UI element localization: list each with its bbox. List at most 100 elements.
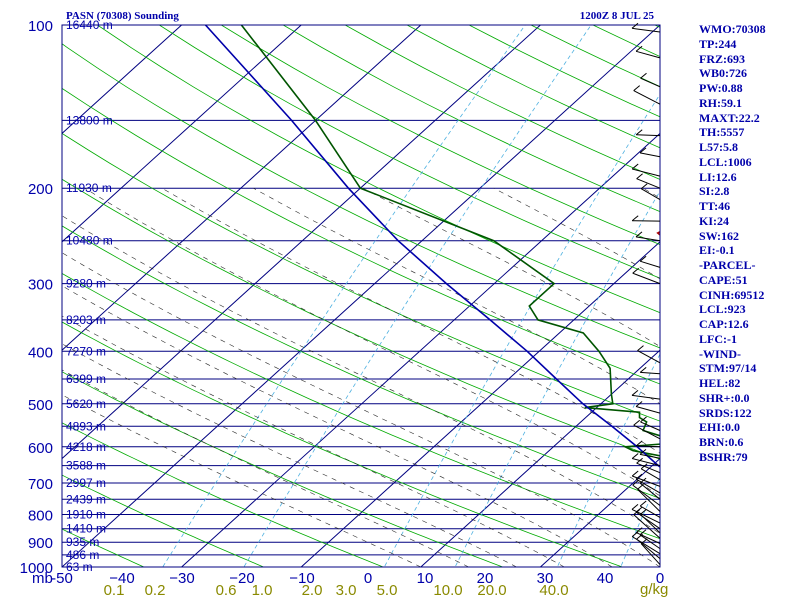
moist-adiabat [253, 187, 660, 405]
mixing-ratio-tick-label: 5.0 [377, 582, 398, 599]
mixing-ratio-tick-label: 20.0 [477, 582, 506, 599]
pressure-tick-label: 1000 [20, 560, 53, 577]
wind-barb-flag [635, 440, 643, 447]
wind-barb [636, 178, 661, 189]
dry-adiabat [62, 371, 504, 567]
mixing-ratio-line [454, 190, 660, 567]
index-item: LCL:923 [699, 302, 746, 317]
height-label: 6399 m [66, 372, 106, 386]
wind-barb-flag [631, 453, 639, 459]
wind-barb-flag [640, 183, 648, 190]
mixing-ratio-line [383, 93, 660, 567]
temperature-tick-label: 40 [597, 570, 614, 587]
wind-barb-flag [631, 504, 639, 510]
height-label: 11930 m [66, 181, 112, 195]
profile-series [204, 25, 660, 468]
index-item: -PARCEL- [699, 258, 756, 272]
mixing-ratio-tick-label: 2.0 [302, 582, 323, 599]
wind-barb-flag [640, 508, 647, 515]
height-label: 1910 m [66, 508, 106, 522]
isotherm-line [181, 132, 660, 567]
sounding-indices: WMO:70308 TP:244 FRZ:693 WB0:726 PW:0.88 RH:5… [699, 22, 799, 465]
dry-adiabat [62, 178, 660, 460]
temperature-tick-label: 10 [417, 570, 434, 587]
wind-barb [637, 350, 661, 364]
index-item: SI:2.8 [699, 184, 730, 199]
wind-barb [636, 445, 661, 448]
wind-barb [637, 488, 661, 512]
moist-adiabat [62, 285, 613, 567]
wind-barb [640, 468, 661, 481]
height-label: 7270 m [66, 344, 106, 358]
wind-barb [631, 394, 661, 400]
wind-barb [631, 536, 661, 555]
temperature-tick-label: -50 [51, 570, 73, 587]
height-label: 935 m [66, 535, 99, 549]
mixing-ratio-line [556, 353, 660, 567]
isotherm-line [300, 241, 660, 567]
height-label: 8203 m [66, 313, 106, 327]
mixing-ratio-tick-label: 0.1 [104, 582, 125, 599]
dry-adiabat [97, 25, 660, 314]
height-label: 3588 m [66, 459, 106, 473]
mixing-ratio-line [162, 25, 526, 567]
wind-barb [639, 505, 661, 518]
temperature-tick-label: 20 [477, 570, 494, 587]
wind-barb-flag [632, 479, 640, 486]
sounding-time: 1200Z 8 JUL 25 [580, 10, 655, 22]
wind-barb-flag [639, 367, 647, 373]
dry-adiabat [62, 132, 660, 422]
wind-barb-flag [639, 529, 647, 536]
moist-adiabat [62, 315, 565, 567]
moist-adiabat [62, 215, 660, 534]
wind-barb-flag [639, 500, 647, 507]
index-item: TH:5557 [699, 125, 745, 140]
wind-barb [640, 77, 661, 88]
pressure-tick-label: 300 [28, 277, 53, 294]
wind-barb-flag [636, 173, 643, 180]
wind-barb-flag [631, 531, 639, 537]
wind-barb [640, 188, 661, 201]
index-item: WMO:70308 [699, 22, 766, 36]
pressure-unit-label: mb [32, 570, 53, 587]
height-label: 2439 m [66, 492, 106, 506]
plot-frame [61, 24, 661, 568]
wind-barb-flag [631, 215, 639, 222]
dry-adiabat [62, 87, 660, 385]
height-label: 486 m [66, 548, 99, 562]
index-item: KI:24 [699, 213, 729, 228]
wind-barb [632, 484, 661, 506]
wind-barb [640, 371, 661, 375]
moist-adiabat [362, 187, 660, 347]
moist-adiabat [62, 252, 660, 567]
chart-title: PASN (70308) Sounding [66, 10, 179, 22]
pressure-tick-label: 800 [28, 508, 53, 525]
wind-barb-flag [631, 22, 639, 29]
index-item: BRN:0.6 [699, 435, 744, 449]
index-item: LFC:-1 [699, 331, 737, 346]
dry-adiabat [62, 272, 660, 540]
pressure-tick-label: 700 [28, 476, 53, 493]
wind-barb [636, 538, 661, 559]
index-item: PW:0.88 [699, 81, 743, 95]
wind-barb-flag [631, 390, 639, 396]
height-label: 4893 m [66, 419, 106, 433]
index-item: STM:97/14 [699, 361, 757, 376]
index-item: FRZ:693 [699, 51, 745, 66]
index-item: CAP:12.6 [699, 317, 749, 331]
temperature-tick-label: 0 [656, 570, 664, 587]
mixing-ratio-tick-label: 1.0 [252, 582, 273, 599]
temperature-tick-label: 30 [537, 570, 554, 587]
wind-barb-flag [635, 231, 643, 238]
wind-barb [633, 424, 661, 440]
height-label: 1410 m [66, 522, 106, 536]
index-item: -WIND- [699, 346, 741, 361]
index-item: HEL:82 [699, 376, 741, 390]
background-grid [62, 25, 660, 567]
mixing-ratio-tick-label: 0.6 [216, 582, 237, 599]
pressure-tick-label: 200 [28, 181, 53, 198]
temperature-tick-label: −40 [109, 570, 134, 587]
pressure-tick-label: 400 [28, 344, 53, 361]
